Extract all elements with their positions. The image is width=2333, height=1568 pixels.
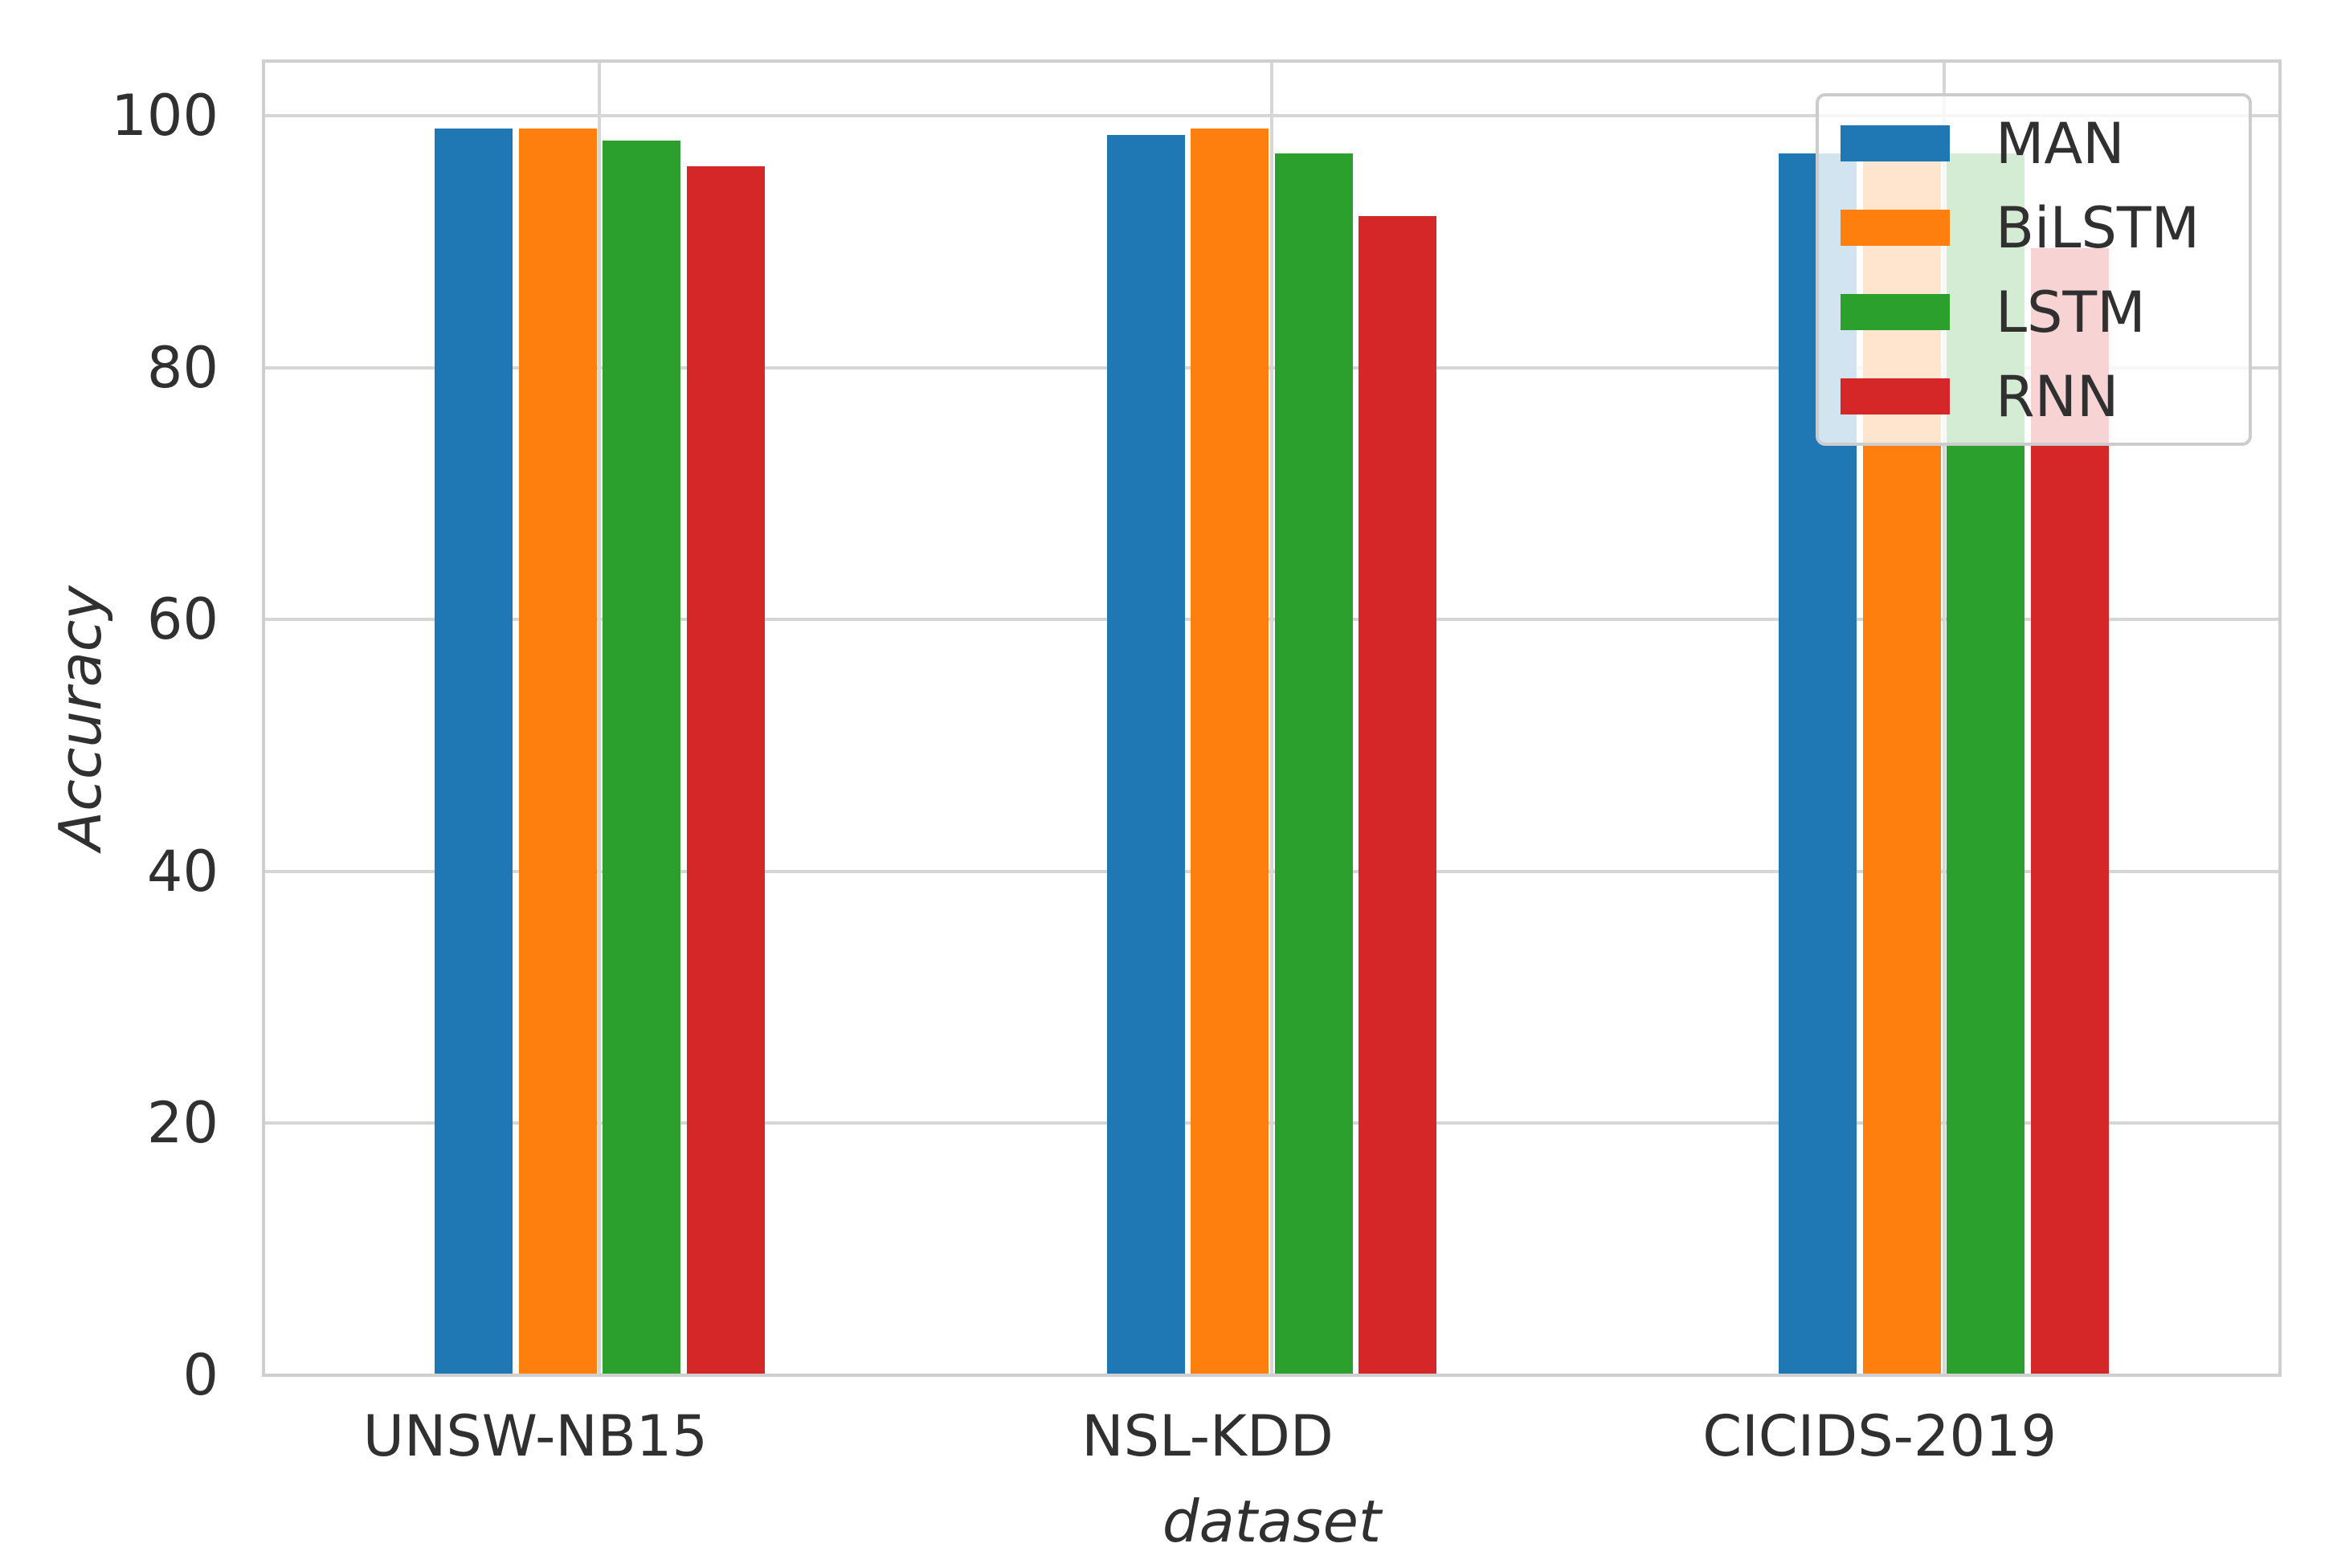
y-tick-label-100: 100 (111, 83, 219, 149)
legend-label-lstm: LSTM (1996, 279, 2146, 345)
y-tick-label-20: 20 (146, 1090, 219, 1157)
top-spine (262, 59, 2282, 63)
gridline-v-cicids-2019 (1942, 61, 1946, 1375)
y-axis-title: Accuracy (47, 586, 114, 851)
legend-label-rnn: RNN (1996, 363, 2119, 430)
x-axis-line (262, 1374, 2282, 1377)
y-tick-label-80: 80 (146, 334, 219, 401)
legend-swatch-bilstm (1841, 210, 1950, 246)
legend-items: MAN BiLSTM LSTM RNN (1841, 101, 2249, 439)
y-tick-label-40: 40 (146, 838, 219, 904)
legend-swatch-lstm (1841, 294, 1950, 330)
y-tick-label-60: 60 (146, 586, 219, 653)
gridline-v-nsl-kdd (1270, 61, 1273, 1375)
legend-label-man: MAN (1996, 110, 2125, 177)
bar-man-unsw-nb15 (435, 128, 513, 1375)
bar-rnn-nsl-kdd (1359, 216, 1437, 1375)
gridline-v-unsw-nb15 (598, 61, 602, 1375)
legend-swatch-rnn (1841, 378, 1950, 414)
legend-item-man: MAN (1841, 101, 2249, 186)
right-spine (2278, 59, 2282, 1377)
legend-item-lstm: LSTM (1841, 270, 2249, 354)
legend-item-rnn: RNN (1841, 354, 2249, 439)
legend-swatch-man (1841, 125, 1950, 161)
bar-man-nsl-kdd (1106, 134, 1185, 1375)
bar-bilstm-nsl-kdd (1191, 128, 1269, 1375)
bar-lstm-nsl-kdd (1274, 153, 1353, 1375)
legend-item-bilstm: BiLSTM (1841, 186, 2249, 270)
legend-label-bilstm: BiLSTM (1996, 194, 2200, 261)
bar-lstm-unsw-nb15 (603, 141, 681, 1375)
y-tick-label-0: 0 (182, 1342, 219, 1408)
x-tick-label-nsl-kdd: NSL-KDD (1081, 1403, 1334, 1469)
x-tick-label-unsw-nb15: UNSW-NB15 (362, 1403, 708, 1469)
x-tick-label-cicids-2019: CICIDS-2019 (1702, 1403, 2057, 1469)
y-axis-line (262, 59, 265, 1377)
bar-rnn-unsw-nb15 (686, 165, 765, 1375)
x-axis-title: dataset (1162, 1488, 1382, 1555)
legend: MAN BiLSTM LSTM RNN (1816, 93, 2252, 446)
bar-bilstm-unsw-nb15 (518, 128, 597, 1375)
